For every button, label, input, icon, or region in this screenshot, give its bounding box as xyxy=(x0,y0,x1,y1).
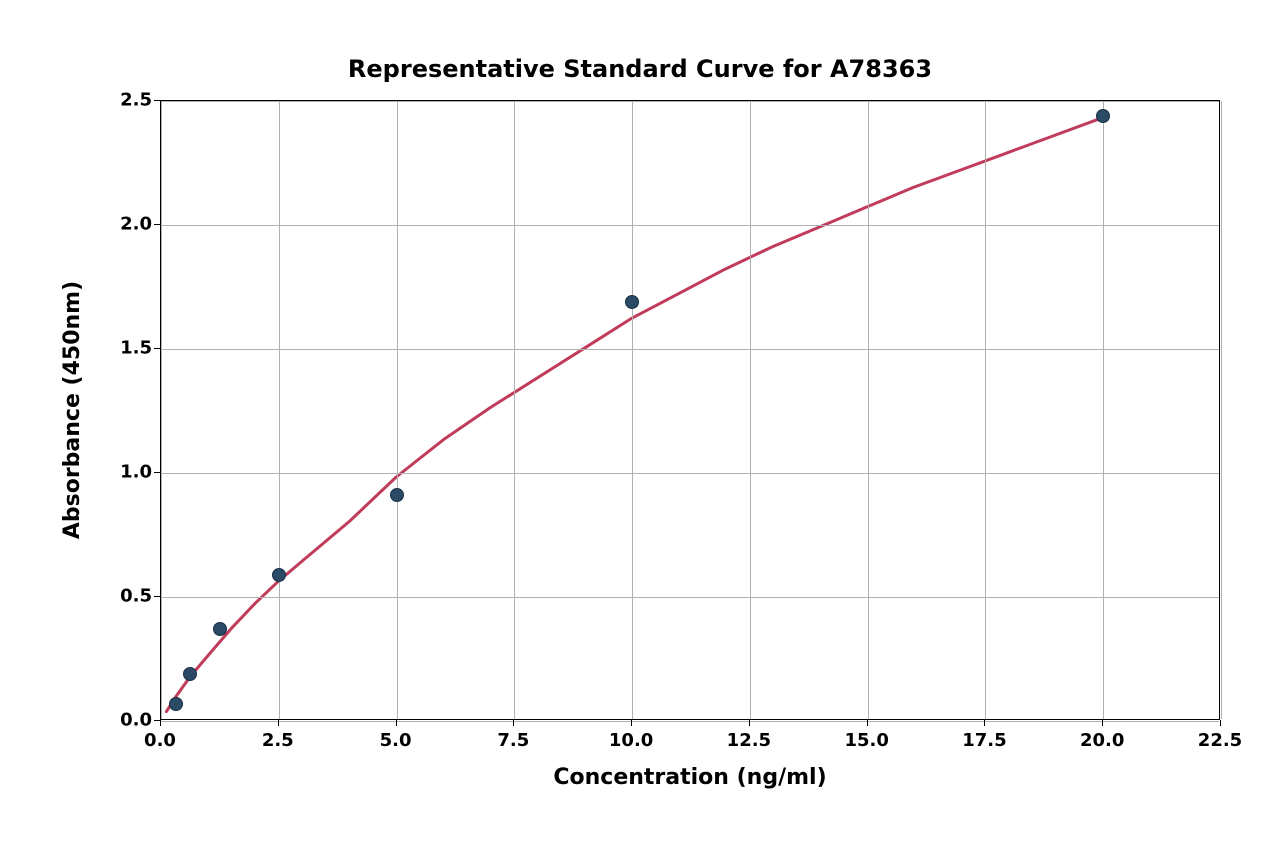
fitted-curve xyxy=(161,101,1219,719)
grid-line-horizontal xyxy=(161,225,1219,226)
y-tick xyxy=(154,224,160,225)
data-point xyxy=(272,568,286,582)
grid-line-vertical xyxy=(632,101,633,719)
y-axis-label: Absorbance (450nm) xyxy=(60,281,85,539)
y-tick xyxy=(154,720,160,721)
y-tick-label: 0.0 xyxy=(112,710,152,731)
grid-line-vertical xyxy=(514,101,515,719)
grid-line-horizontal xyxy=(161,349,1219,350)
chart-title: Representative Standard Curve for A78363 xyxy=(0,55,1280,83)
x-tick-label: 10.0 xyxy=(609,730,653,751)
x-tick-label: 12.5 xyxy=(727,730,771,751)
x-axis-label: Concentration (ng/ml) xyxy=(553,765,826,790)
grid-line-horizontal xyxy=(161,721,1219,722)
data-point xyxy=(169,697,183,711)
grid-line-vertical xyxy=(985,101,986,719)
y-tick xyxy=(154,472,160,473)
chart-container: Representative Standard Curve for A78363… xyxy=(0,0,1280,845)
x-tick-label: 15.0 xyxy=(844,730,888,751)
y-tick-label: 1.5 xyxy=(112,338,152,359)
grid-line-vertical xyxy=(279,101,280,719)
data-point xyxy=(390,488,404,502)
grid-line-vertical xyxy=(1103,101,1104,719)
y-tick-label: 0.5 xyxy=(112,586,152,607)
y-tick-label: 1.0 xyxy=(112,462,152,483)
data-point xyxy=(213,622,227,636)
x-tick-label: 7.5 xyxy=(497,730,529,751)
x-tick xyxy=(867,720,868,726)
x-tick-label: 0.0 xyxy=(144,730,176,751)
grid-line-vertical xyxy=(397,101,398,719)
x-tick-label: 22.5 xyxy=(1198,730,1242,751)
x-tick xyxy=(749,720,750,726)
grid-line-vertical xyxy=(1221,101,1222,719)
x-tick xyxy=(1102,720,1103,726)
data-point xyxy=(625,295,639,309)
x-tick xyxy=(984,720,985,726)
grid-line-horizontal xyxy=(161,101,1219,102)
data-point xyxy=(1096,109,1110,123)
grid-line-vertical xyxy=(750,101,751,719)
grid-line-horizontal xyxy=(161,473,1219,474)
y-tick xyxy=(154,348,160,349)
x-tick xyxy=(160,720,161,726)
grid-line-vertical xyxy=(868,101,869,719)
grid-line-horizontal xyxy=(161,597,1219,598)
x-tick xyxy=(513,720,514,726)
y-tick xyxy=(154,596,160,597)
data-point xyxy=(183,667,197,681)
x-tick-label: 17.5 xyxy=(962,730,1006,751)
x-tick-label: 5.0 xyxy=(380,730,412,751)
plot-area xyxy=(160,100,1220,720)
x-tick xyxy=(278,720,279,726)
y-tick-label: 2.5 xyxy=(112,90,152,111)
x-tick xyxy=(396,720,397,726)
x-tick-label: 2.5 xyxy=(262,730,294,751)
x-tick xyxy=(631,720,632,726)
y-tick xyxy=(154,100,160,101)
x-tick xyxy=(1220,720,1221,726)
grid-line-vertical xyxy=(161,101,162,719)
y-tick-label: 2.0 xyxy=(112,214,152,235)
x-tick-label: 20.0 xyxy=(1080,730,1124,751)
